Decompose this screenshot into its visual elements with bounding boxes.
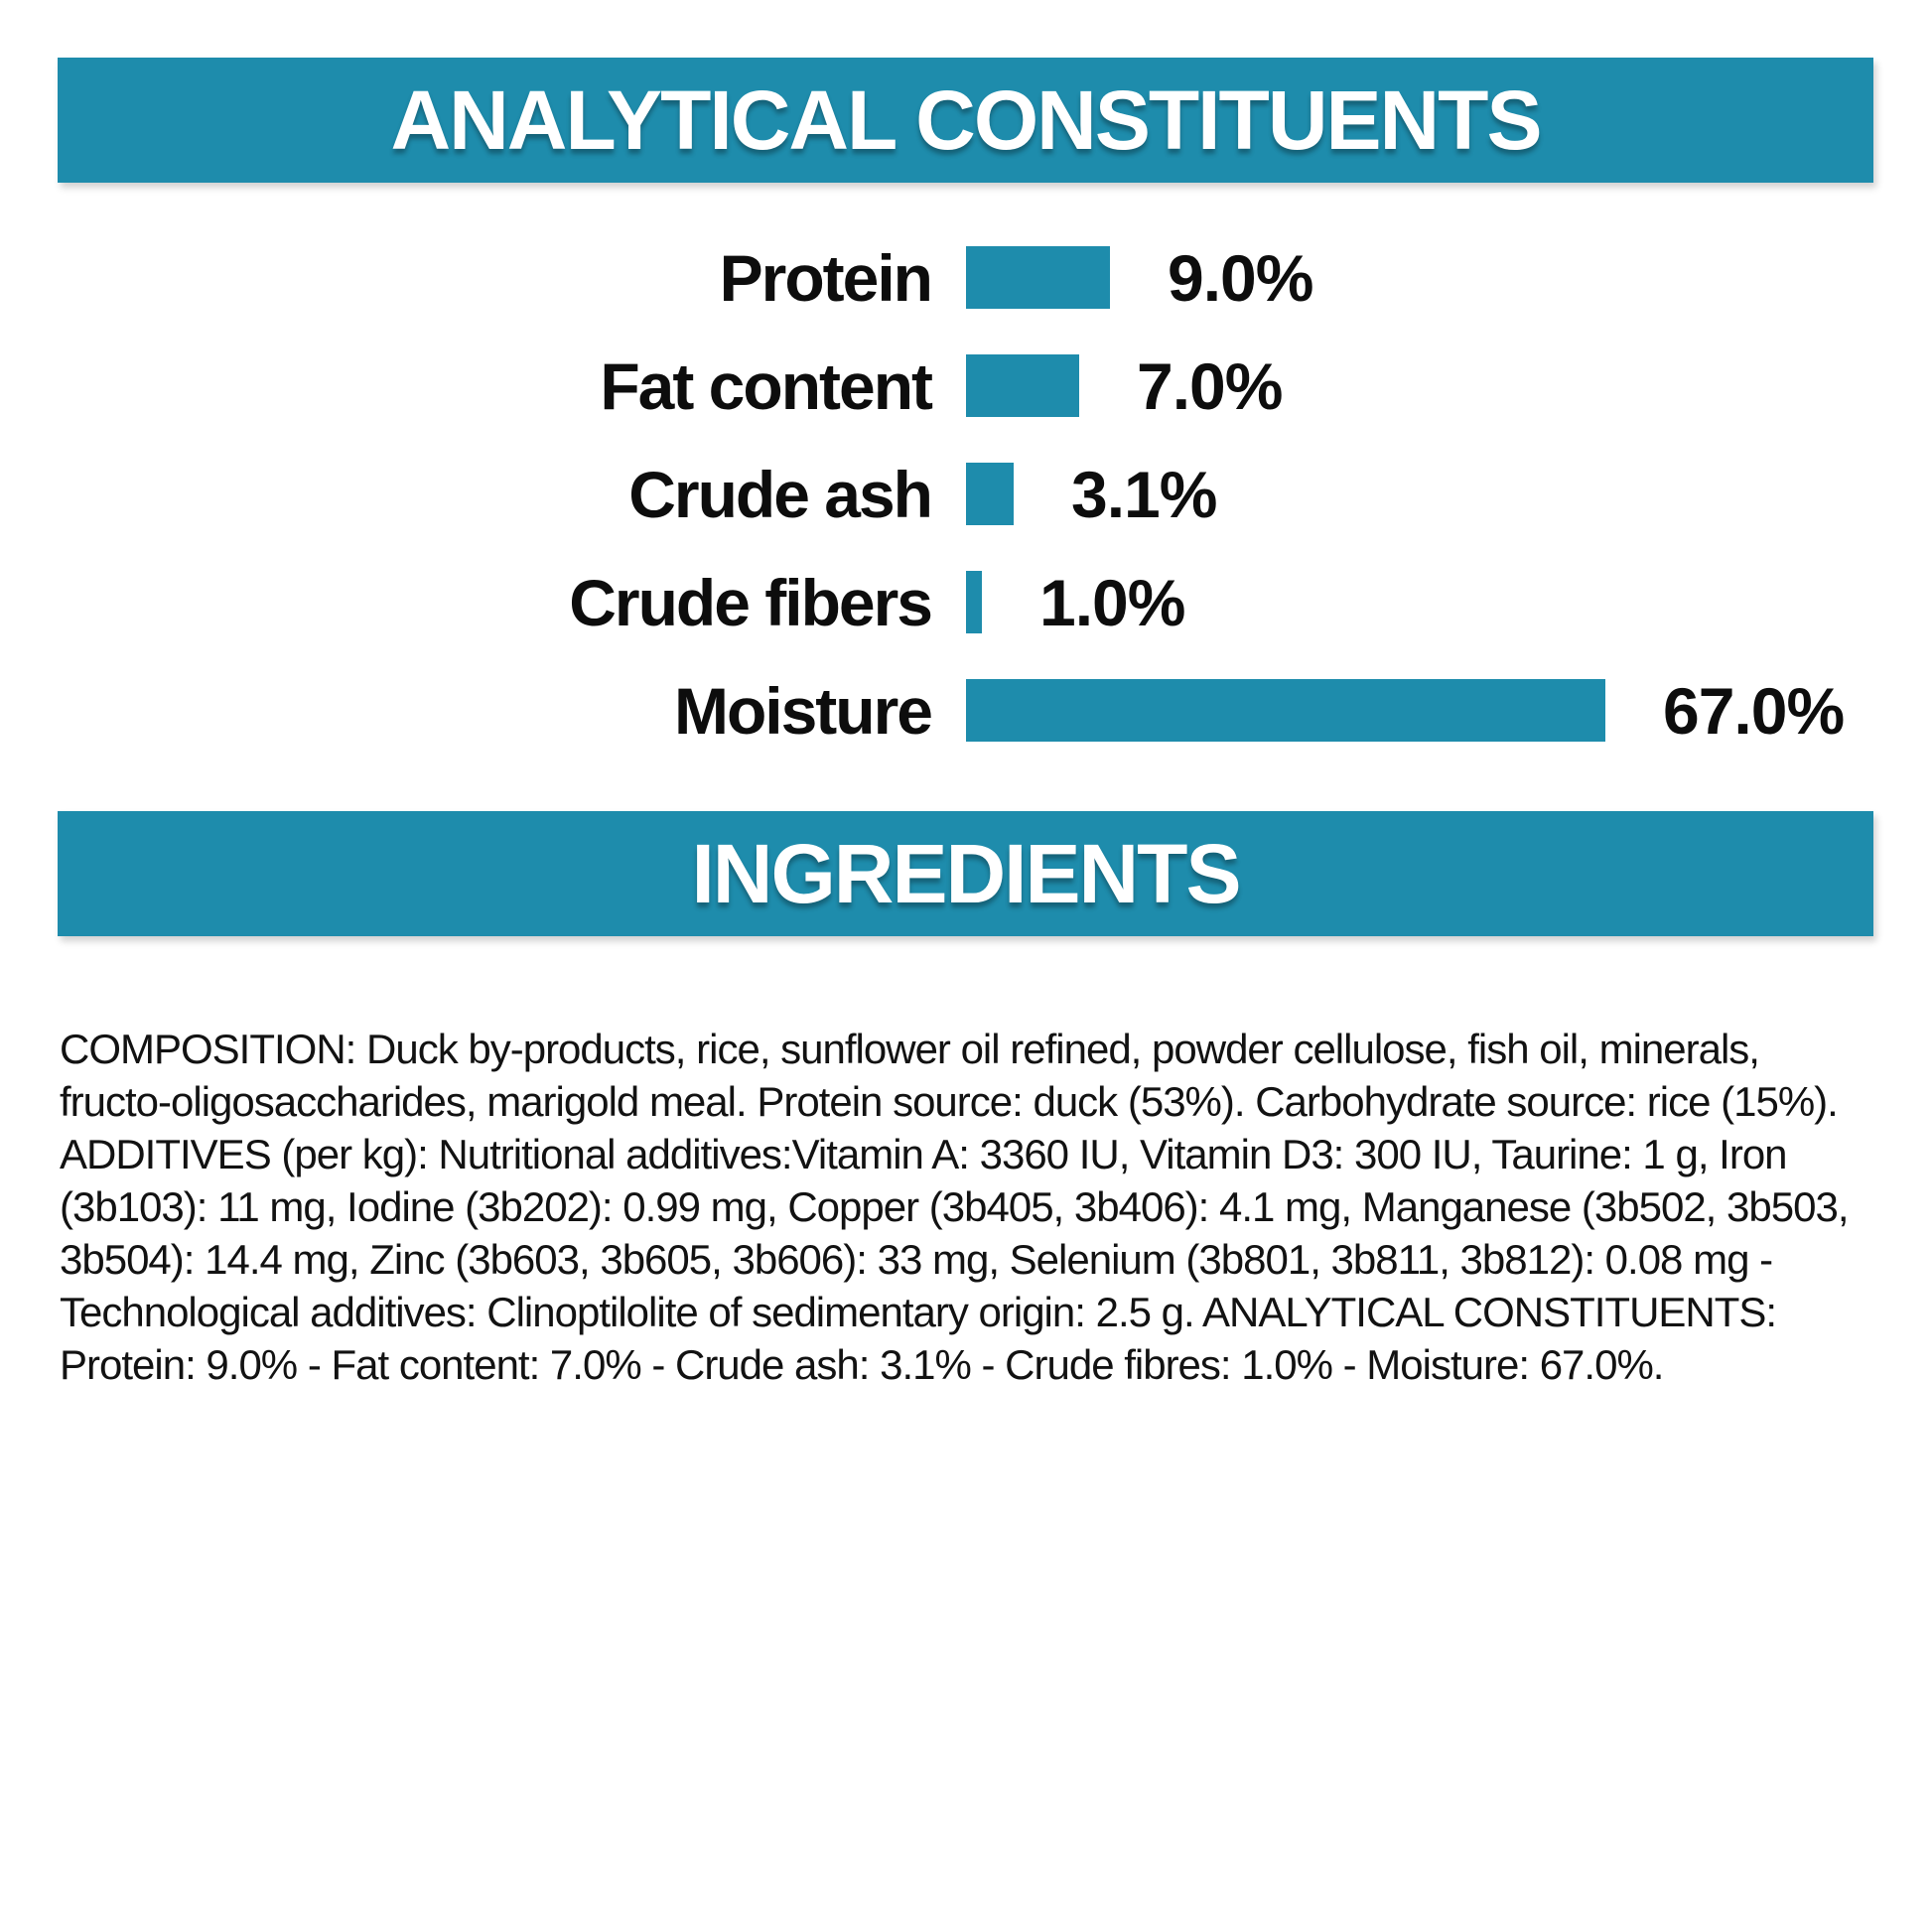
chart-row-fat-content: Fat content 7.0% (58, 349, 1873, 423)
protein-value: 9.0% (1168, 240, 1313, 315)
crude-ash-label: Crude ash (628, 457, 933, 531)
moisture-label: Moisture (673, 673, 933, 748)
fat-content-bar (966, 354, 1079, 417)
chart-row-crude-fibers: Crude fibers 1.0% (58, 566, 1873, 639)
analytical-constituents-chart: Protein 9.0% Fat content 7.0% Crude ash … (58, 241, 1873, 787)
chart-row-crude-ash: Crude ash 3.1% (58, 458, 1873, 531)
analytical-constituents-header: ANALYTICAL CONSTITUENTS (58, 58, 1873, 183)
chart-row-moisture: Moisture 67.0% (58, 674, 1873, 748)
protein-bar (966, 246, 1110, 309)
crude-ash-value: 3.1% (1071, 457, 1217, 531)
composition-text: COMPOSITION: Duck by-products, rice, sun… (60, 1026, 1850, 1388)
protein-label: Protein (719, 240, 933, 315)
crude-fibers-value: 1.0% (1039, 565, 1185, 639)
fat-content-value: 7.0% (1137, 348, 1283, 423)
moisture-value: 67.0% (1663, 673, 1845, 748)
crude-fibers-label: Crude fibers (569, 565, 933, 639)
ingredients-header: INGREDIENTS (58, 811, 1873, 936)
crude-ash-bar (966, 463, 1014, 525)
ingredients-title: INGREDIENTS (691, 826, 1241, 920)
fat-content-label: Fat content (600, 348, 933, 423)
chart-row-protein: Protein 9.0% (58, 241, 1873, 315)
crude-fibers-bar (966, 571, 982, 633)
moisture-bar (966, 679, 1605, 742)
analytical-constituents-title: ANALYTICAL CONSTITUENTS (390, 72, 1542, 167)
